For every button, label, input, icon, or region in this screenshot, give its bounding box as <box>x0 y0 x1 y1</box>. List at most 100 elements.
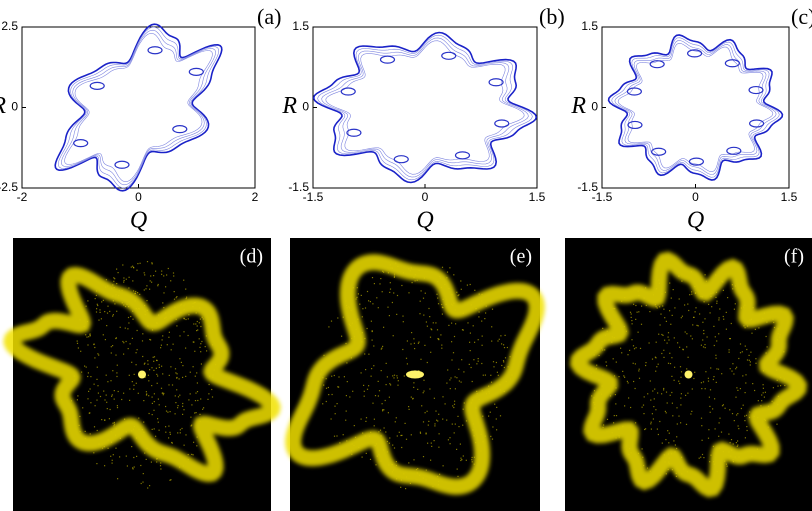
y-tick-label: 1.5 <box>581 19 598 33</box>
plot-frame <box>313 27 537 188</box>
speckle <box>195 376 196 377</box>
speckle <box>197 382 198 383</box>
speckle <box>665 411 666 412</box>
speckle <box>114 390 115 391</box>
speckle <box>175 402 176 403</box>
speckle <box>488 391 489 392</box>
speckle <box>406 358 407 359</box>
speckle <box>709 406 710 407</box>
speckle <box>641 306 642 307</box>
speckle <box>372 340 373 341</box>
speckle <box>365 369 366 370</box>
speckle <box>96 463 97 464</box>
speckle <box>361 295 362 296</box>
speckle <box>485 312 486 313</box>
speckle <box>373 345 374 346</box>
speckle <box>723 316 724 317</box>
speckle <box>426 433 427 434</box>
speckle <box>156 360 157 361</box>
speckle <box>150 280 151 281</box>
speckle <box>149 369 150 370</box>
speckle <box>179 358 180 359</box>
speckle <box>503 344 504 345</box>
speckle <box>619 437 620 438</box>
speckle <box>667 343 668 344</box>
speckle <box>178 396 179 397</box>
y-tick-label: 1.5 <box>292 19 309 33</box>
speckle <box>203 407 204 408</box>
speckle <box>118 391 119 392</box>
speckle <box>436 294 437 295</box>
speckle <box>701 388 702 389</box>
speckle <box>633 304 634 305</box>
speckle <box>136 383 137 384</box>
speckle <box>384 427 385 428</box>
speckle <box>668 442 669 443</box>
speckle <box>778 396 779 397</box>
speckle <box>176 378 177 379</box>
speckle <box>472 381 473 382</box>
speckle <box>435 322 436 323</box>
speckle <box>757 449 758 450</box>
speckle <box>692 324 693 325</box>
speckle <box>389 315 390 316</box>
speckle <box>663 388 664 389</box>
speckle <box>430 460 431 461</box>
speckle <box>347 381 348 382</box>
speckle <box>404 375 405 376</box>
speckle <box>442 419 443 420</box>
speckle <box>680 377 681 378</box>
speckle <box>702 322 703 323</box>
speckle <box>134 426 135 427</box>
speckle <box>718 319 719 320</box>
speckle <box>200 326 201 327</box>
speckle <box>410 483 411 484</box>
speckle <box>344 376 345 377</box>
speckle <box>160 347 161 348</box>
speckle <box>455 309 456 310</box>
speckle <box>621 301 622 302</box>
speckle <box>681 317 682 318</box>
speckle <box>768 427 769 428</box>
speckle <box>351 450 352 451</box>
speckle <box>446 420 447 421</box>
speckle <box>743 405 744 406</box>
speckle <box>168 426 169 427</box>
speckle <box>361 341 362 342</box>
speckle <box>328 326 329 327</box>
speckle <box>647 393 648 394</box>
speckle <box>613 358 614 359</box>
speckle <box>715 355 716 356</box>
speckle <box>461 359 462 360</box>
speckle <box>94 347 95 348</box>
speckle <box>729 409 730 410</box>
speckle <box>667 402 668 403</box>
speckle <box>460 444 461 445</box>
speckle <box>775 359 776 360</box>
speckle <box>671 453 672 454</box>
speckle <box>180 429 181 430</box>
speckle <box>472 461 473 462</box>
speckle <box>658 334 659 335</box>
speckle <box>176 389 177 390</box>
speckle <box>193 342 194 343</box>
speckle <box>85 438 86 439</box>
speckle <box>452 305 453 306</box>
speckle <box>372 403 373 404</box>
speckle <box>644 298 645 299</box>
speckle <box>157 418 158 419</box>
speckle <box>714 464 715 465</box>
speckle <box>678 416 679 417</box>
speckle <box>123 277 124 278</box>
speckle <box>353 445 354 446</box>
speckle <box>196 330 197 331</box>
speckle <box>777 404 778 405</box>
speckle <box>490 412 491 413</box>
speckle <box>122 302 123 303</box>
speckle <box>81 372 82 373</box>
speckle <box>674 380 675 381</box>
speckle <box>719 422 720 423</box>
speckle <box>128 306 129 307</box>
speckle <box>131 267 132 268</box>
speckle <box>417 280 418 281</box>
